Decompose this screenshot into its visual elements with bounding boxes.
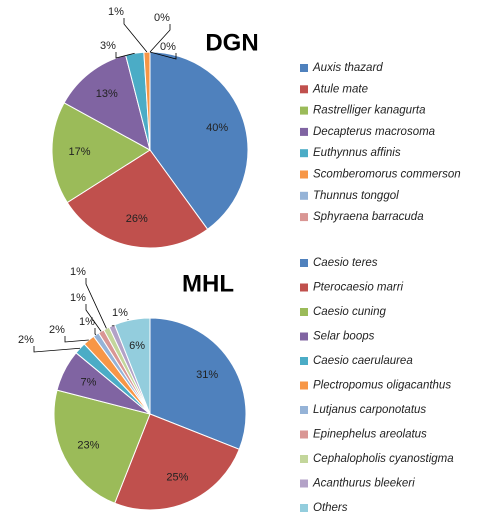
legend-label: Decapterus macrosoma (313, 126, 435, 138)
data-label: 17% (68, 146, 90, 158)
leader-line (94, 328, 97, 335)
legend-swatch (300, 308, 308, 316)
legend-swatch (300, 64, 308, 72)
data-label: 1% (70, 266, 86, 278)
data-label: 7% (80, 377, 96, 389)
legend-label: Auxis thazard (312, 62, 383, 74)
data-label: 31% (196, 369, 218, 381)
legend-label: Acanthurus bleekeri (312, 478, 415, 490)
legend-swatch (300, 332, 308, 341)
legend-swatch (300, 406, 308, 414)
pie-slice (149, 317, 247, 450)
legend-label: Thunnus tonggol (313, 190, 399, 202)
legend-swatch (300, 283, 308, 292)
legend-label: Lutjanus carponotatus (313, 404, 426, 416)
leader-line (64, 336, 89, 343)
legend-label: Others (313, 502, 348, 514)
leader-line (85, 278, 107, 329)
legend-swatch (300, 213, 308, 222)
data-label: 2% (49, 324, 65, 336)
pie-slice (53, 389, 151, 504)
legend-label: Euthynnus affinis (313, 147, 401, 159)
legend-swatch (300, 430, 308, 439)
data-label: 1% (79, 316, 95, 328)
legend-swatch (300, 106, 308, 115)
legend-label: Epinephelus areolatus (313, 429, 427, 441)
legend-swatch (300, 455, 308, 463)
legend-swatch (300, 357, 308, 365)
legend-label: Caesio cuning (313, 306, 386, 318)
legend-label: Rastrelliger kanagurta (313, 105, 426, 117)
pie-slice (114, 413, 240, 511)
leader-line (149, 24, 171, 53)
data-label: 1% (112, 307, 128, 319)
legend-label: Sphyraena barracuda (313, 211, 424, 223)
data-label: 13% (96, 88, 118, 100)
data-label: 40% (206, 122, 228, 134)
data-label: 26% (126, 213, 148, 225)
chart-title: DGN (205, 29, 258, 56)
data-label: 1% (108, 6, 124, 18)
leader-line (33, 346, 81, 353)
data-label: 2% (18, 334, 34, 346)
legend-swatch (300, 85, 308, 94)
data-label: 0% (160, 41, 176, 53)
legend-swatch (300, 504, 308, 512)
legend-label: Selar boops (313, 331, 375, 343)
legend-label: Pterocaesio marri (313, 282, 404, 294)
leader-line (85, 304, 102, 332)
leader-line (115, 52, 135, 59)
legend-swatch (300, 381, 308, 390)
pie-slice (66, 149, 209, 249)
pie-slice (149, 51, 249, 230)
legend-label: Plectropomus oligacanthus (313, 380, 451, 392)
legend-swatch (300, 259, 308, 267)
data-label: 25% (166, 471, 188, 483)
legend-label: Caesio teres (313, 257, 378, 269)
legend-swatch (300, 170, 308, 179)
chart-title: MHL (182, 270, 234, 297)
pie-slice (51, 102, 151, 204)
pie-slice (114, 317, 151, 415)
data-label: 1% (70, 292, 86, 304)
legend-swatch (300, 479, 308, 488)
data-label: 6% (129, 340, 145, 352)
data-label: 0% (154, 12, 170, 24)
legend-label: Atule mate (312, 83, 368, 95)
legend-label: Scomberomorus commerson (313, 169, 461, 181)
legend-label: Caesio caerulaurea (313, 355, 413, 367)
legend-label: Cephalopholis cyanostigma (313, 453, 454, 465)
legend-swatch (300, 191, 308, 200)
data-label: 23% (77, 439, 99, 451)
legend-swatch (300, 127, 308, 136)
leader-line (149, 51, 177, 60)
legend-swatch (300, 149, 308, 158)
data-label: 3% (100, 40, 116, 52)
leader-line (123, 18, 148, 53)
